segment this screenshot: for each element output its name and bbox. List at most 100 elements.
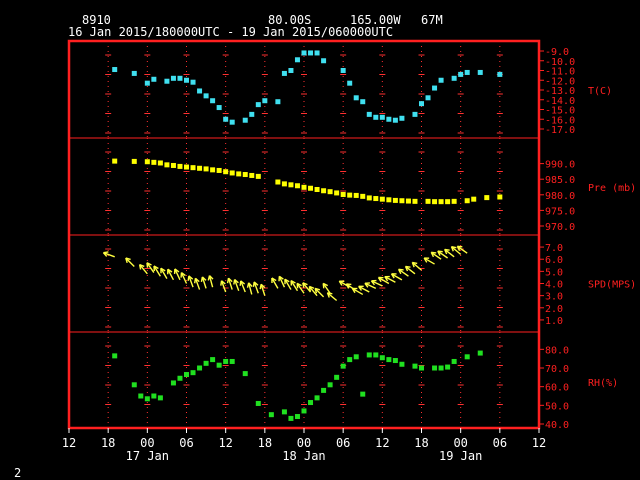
- wind-arrow-shaft: [430, 251, 442, 260]
- wind-arrow-head: [390, 273, 395, 279]
- wind-arrow: [404, 265, 416, 275]
- temp-point: [216, 105, 222, 111]
- wind-arrow: [259, 283, 266, 296]
- pres-point: [197, 165, 203, 171]
- pres-point: [281, 181, 287, 187]
- wind-arrow-shaft: [326, 292, 338, 302]
- wind-arrow-head: [322, 282, 329, 287]
- temp-tick-label: -16.0: [545, 115, 575, 126]
- wind-arrow-head: [364, 282, 369, 288]
- pres-point: [379, 196, 385, 202]
- wind-arrow-shaft: [139, 264, 148, 275]
- wind-arrow-shaft: [456, 245, 468, 254]
- wind-arrow-shaft: [405, 265, 416, 275]
- wind-arrow-head: [450, 246, 454, 252]
- wind-arrow-shaft: [352, 287, 364, 296]
- wind-arrow-shaft: [364, 282, 377, 289]
- wind-arrow-shaft: [227, 277, 233, 290]
- wind-arrow: [450, 245, 462, 255]
- x-tick-label: 06: [336, 436, 350, 450]
- latitude: 80.00S: [268, 13, 311, 27]
- wind-arrow: [146, 262, 155, 273]
- wind-arrow-shaft: [194, 278, 201, 290]
- temp-point: [477, 69, 483, 75]
- temp-point: [203, 93, 209, 99]
- wind-arrow: [226, 277, 233, 290]
- rh-point: [464, 354, 470, 360]
- temp-point: [412, 111, 418, 117]
- temp-point: [347, 80, 353, 86]
- wind-arrow-shaft: [208, 275, 214, 288]
- wind-arrow: [314, 287, 325, 298]
- wind-arrow-head: [345, 283, 350, 289]
- temp-point: [432, 85, 438, 91]
- wind-arrow-shaft: [358, 285, 370, 293]
- wind-arrow-shaft: [146, 262, 155, 273]
- pres-tick-label: 975.0: [545, 206, 575, 217]
- pres-point: [216, 167, 222, 173]
- rh-point: [242, 371, 248, 377]
- rh-point: [151, 393, 157, 399]
- wind-arrow-shaft: [271, 277, 279, 289]
- pres-point: [301, 184, 307, 190]
- pres-point: [223, 169, 229, 175]
- x-tick-label: 18: [258, 436, 272, 450]
- wind-arrow-head: [314, 287, 321, 291]
- wind-arrow-head: [444, 249, 448, 255]
- rh-point: [347, 357, 353, 363]
- rh-point: [308, 400, 314, 406]
- pres-point: [157, 160, 163, 166]
- pres-point: [471, 196, 477, 202]
- wind-arrow: [370, 279, 383, 287]
- station-id: 8910: [82, 13, 111, 27]
- wind-arrow: [271, 277, 279, 289]
- pres-point: [190, 165, 196, 171]
- wind-arrow: [187, 275, 194, 288]
- rh-point: [144, 396, 150, 402]
- temp-point: [177, 75, 183, 81]
- wind-arrow-head: [125, 257, 128, 264]
- pres-point: [170, 162, 176, 168]
- rh-axis-label: RH(%): [588, 378, 618, 389]
- rh-point: [177, 375, 183, 381]
- wind-arrow-head: [188, 275, 194, 280]
- rh-point: [268, 412, 274, 418]
- wind-arrow-shaft: [437, 250, 449, 259]
- pres-point: [131, 158, 137, 164]
- pres-point: [144, 159, 150, 165]
- wind-arrow-head: [102, 252, 108, 257]
- wind-arrow-head: [456, 245, 461, 252]
- pres-point: [164, 162, 170, 168]
- day-label: 17 Jan: [126, 449, 169, 463]
- rh-point: [288, 415, 294, 421]
- wind-arrow: [397, 268, 409, 277]
- wind-arrow: [351, 287, 364, 296]
- wind-arrow-head: [200, 276, 204, 282]
- temp-point: [112, 67, 118, 73]
- pres-tick-label: 990.0: [545, 160, 575, 171]
- temp-point: [151, 76, 157, 82]
- wind-tick-label: 1.0: [545, 316, 563, 327]
- wind-arrow: [167, 268, 175, 281]
- rh-tick-label: 50.0: [545, 401, 569, 412]
- pres-point: [347, 192, 353, 198]
- wind-arrow-head: [327, 292, 333, 295]
- pres-tick-label: 985.0: [545, 175, 575, 186]
- wind-tick-label: 3.0: [545, 292, 563, 303]
- pres-point: [321, 188, 327, 194]
- wind-arrow-head: [284, 278, 290, 283]
- wind-arrow-head: [437, 250, 441, 256]
- temp-point: [366, 111, 372, 117]
- rh-point: [419, 365, 424, 371]
- pres-axis-label: Pre (mb): [588, 183, 636, 194]
- temp-point: [184, 77, 189, 83]
- x-tick-label: 12: [532, 436, 546, 450]
- wind-arrow-shaft: [296, 282, 305, 294]
- wind-arrow-head: [201, 276, 207, 281]
- wind-arrow-shaft: [314, 287, 325, 298]
- day-label: 19 Jan: [439, 449, 482, 463]
- wind-arrow: [278, 275, 286, 288]
- wind-arrow-shaft: [423, 257, 435, 265]
- x-tick-label: 12: [62, 436, 76, 450]
